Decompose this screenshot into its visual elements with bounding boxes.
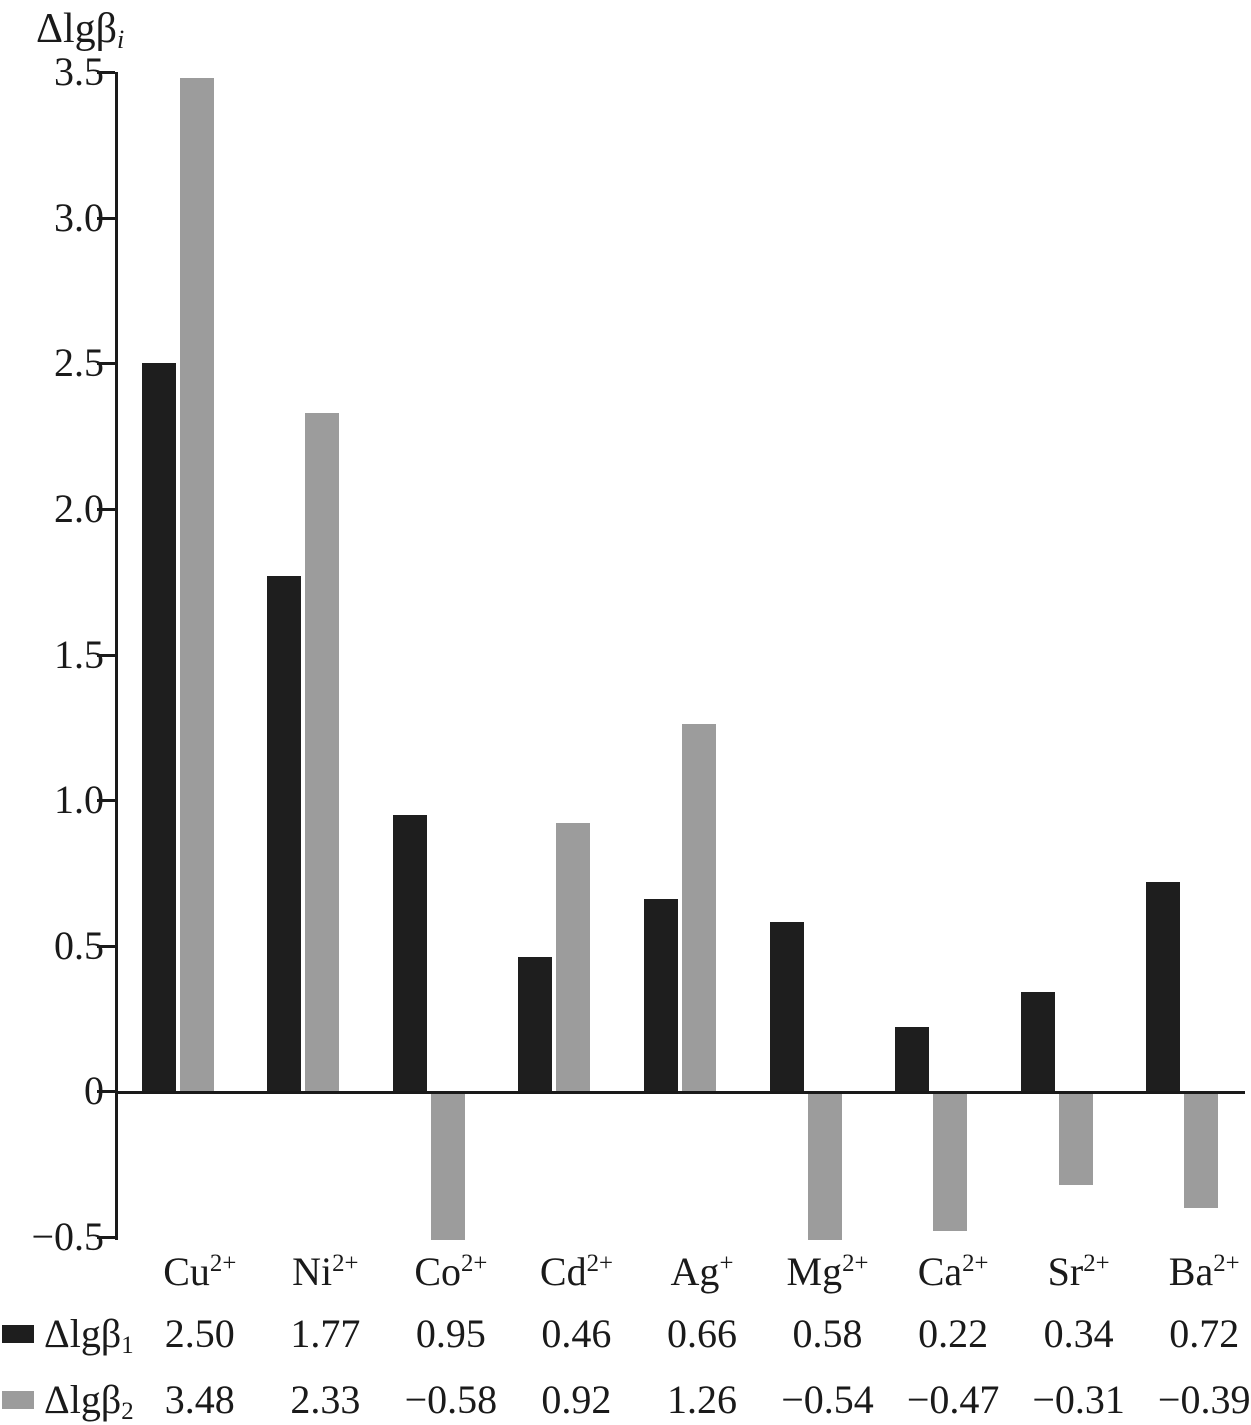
- legend-label-series2: Δlgβ2: [44, 1377, 134, 1425]
- bar-mg-series1: [769, 922, 804, 1092]
- category-label: Mg2+: [786, 1249, 869, 1294]
- bar-ag-series2: [682, 724, 716, 1092]
- y-axis-line: [115, 72, 118, 1240]
- value-co-series1: 0.95: [415, 1311, 486, 1356]
- category-label: Ag+: [670, 1249, 734, 1294]
- value-mg-series2: −0.54: [781, 1377, 874, 1422]
- y-tick-label: −0.5: [31, 1214, 104, 1259]
- y-tick-label: 2.0: [54, 485, 104, 531]
- y-tick-label: 2.5: [54, 340, 104, 386]
- bar-cd-series1: [518, 957, 553, 1092]
- y-tick-mark: [97, 1090, 115, 1094]
- subscript: 2: [121, 1398, 134, 1425]
- y-axis-title: Δlgβi: [36, 6, 125, 54]
- y-tick-mark: [97, 216, 115, 220]
- category-label: Cd2+: [539, 1249, 613, 1294]
- value-cu-series2: 3.48: [164, 1377, 235, 1422]
- bar-cu-series1: [141, 363, 176, 1092]
- y-tick-label: 1.0: [54, 777, 104, 823]
- bar-ag-series1: [644, 899, 678, 1092]
- value-ca-series2: −0.47: [906, 1377, 1000, 1422]
- y-tick-mark: [97, 944, 115, 948]
- bar-sr-series1: [1020, 992, 1055, 1092]
- value-mg-series1: 0.58: [792, 1311, 863, 1356]
- category-label: Ca2+: [917, 1249, 989, 1294]
- y-tick-label: 0: [84, 1068, 104, 1114]
- value-ag-series1: 0.66: [666, 1311, 737, 1356]
- y-tick-label: 1.5: [54, 631, 104, 677]
- superscript: 2+: [461, 1250, 488, 1277]
- bar-ba-series1: [1146, 881, 1181, 1092]
- bar-sr-series2: [1058, 1094, 1093, 1185]
- bar-cd-series2: [556, 823, 591, 1092]
- bar-ni-series1: [267, 575, 302, 1092]
- subscript: i: [117, 25, 125, 54]
- value-ni-series1: 1.77: [290, 1311, 361, 1356]
- legend-swatch-series2: [2, 1391, 34, 1409]
- y-tick-mark: [97, 362, 115, 366]
- value-ba-series2: −0.39: [1157, 1377, 1251, 1422]
- y-tick-label: 3.0: [54, 194, 104, 240]
- y-tick-mark: [97, 1236, 115, 1239]
- category-label: Cu2+: [163, 1249, 237, 1294]
- y-tick-mark: [97, 653, 115, 657]
- value-cd-series1: 0.46: [541, 1311, 612, 1356]
- bar-ca-series1: [895, 1027, 930, 1092]
- value-cd-series2: 0.92: [541, 1377, 612, 1422]
- category-label: Sr2+: [1047, 1249, 1110, 1294]
- bar-ni-series2: [305, 412, 340, 1092]
- superscript: 2+: [332, 1250, 359, 1277]
- legend-label-series1: Δlgβ1: [44, 1311, 134, 1359]
- superscript: +: [719, 1250, 734, 1277]
- value-cu-series1: 2.50: [164, 1311, 235, 1356]
- value-ni-series2: 2.33: [290, 1377, 361, 1422]
- bar-co-series2: [430, 1094, 465, 1240]
- bar-ba-series2: [1184, 1094, 1219, 1208]
- legend-swatch-series1: [2, 1325, 34, 1343]
- subscript: 1: [121, 1332, 134, 1359]
- y-tick-mark: [97, 507, 115, 511]
- category-label: Co2+: [414, 1249, 488, 1294]
- superscript: 2+: [962, 1250, 989, 1277]
- value-ag-series2: 1.26: [666, 1377, 737, 1422]
- y-tick-label: 3.5: [54, 49, 104, 94]
- bar-mg-series2: [807, 1094, 842, 1240]
- bar-ca-series2: [933, 1094, 968, 1232]
- value-ba-series1: 0.72: [1169, 1311, 1240, 1356]
- value-co-series2: −0.58: [404, 1377, 498, 1422]
- superscript: 2+: [586, 1250, 613, 1277]
- superscript: 2+: [209, 1250, 237, 1277]
- superscript: 2+: [842, 1250, 869, 1277]
- category-label: Ni2+: [292, 1249, 359, 1294]
- superscript: 2+: [1083, 1250, 1110, 1277]
- bar-co-series1: [392, 814, 427, 1092]
- value-sr-series2: −0.31: [1032, 1377, 1125, 1422]
- y-tick-mark: [97, 799, 115, 803]
- superscript: 2+: [1213, 1250, 1240, 1277]
- y-tick-label: 0.5: [54, 922, 104, 968]
- y-tick-mark: [97, 71, 115, 74]
- x-axis-zero-line: [115, 1091, 1245, 1095]
- category-label: Ba2+: [1168, 1249, 1240, 1294]
- value-ca-series1: 0.22: [918, 1311, 989, 1356]
- value-sr-series1: 0.34: [1043, 1311, 1114, 1356]
- bar-cu-series2: [179, 77, 214, 1092]
